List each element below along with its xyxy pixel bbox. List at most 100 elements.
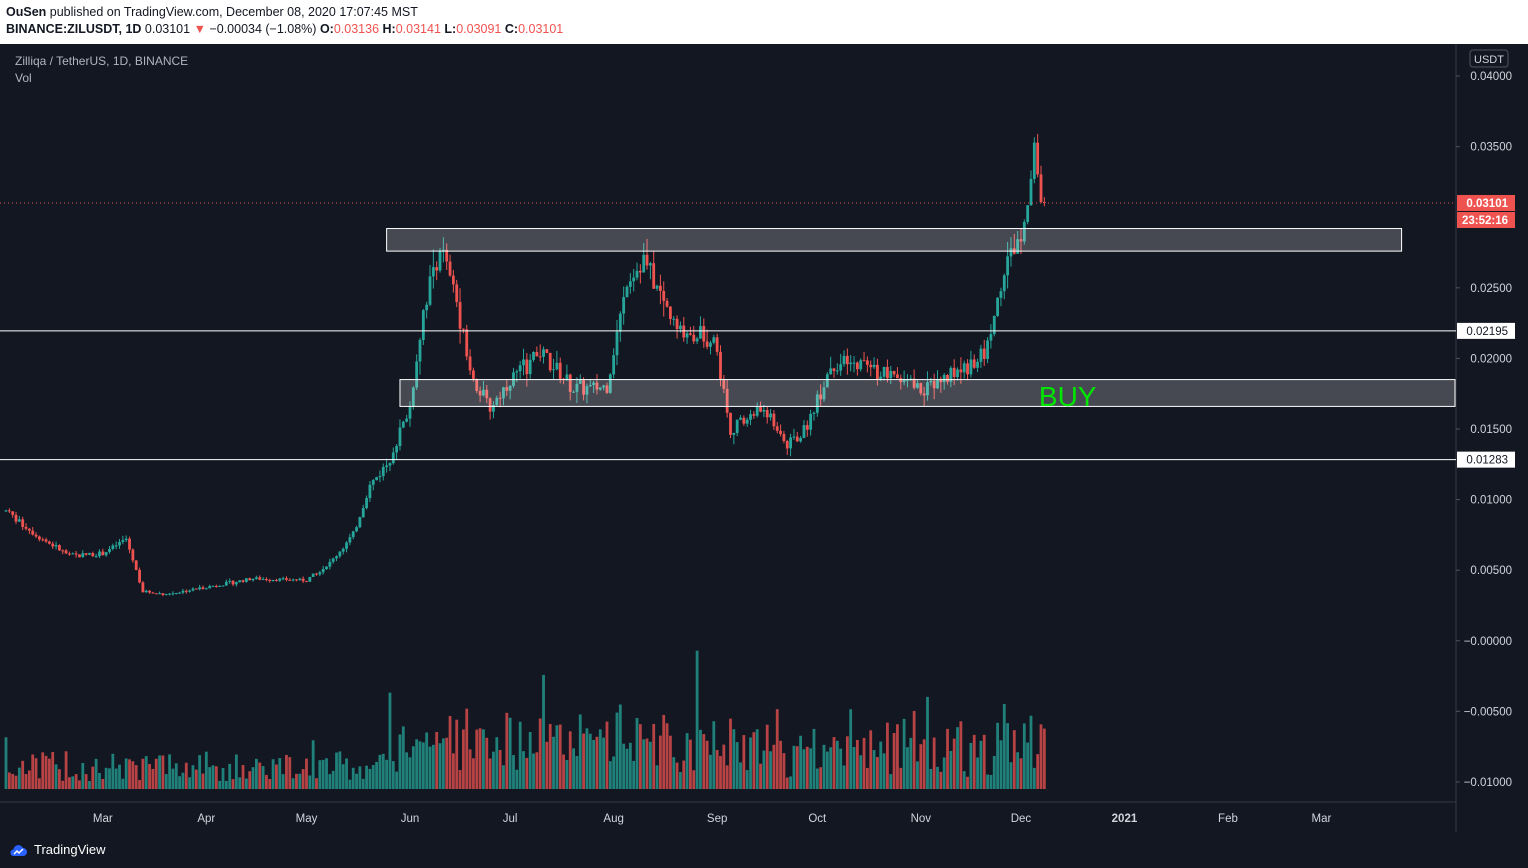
candle-body [244,578,248,582]
candle-body [922,393,926,396]
candle-body [588,384,592,387]
candle-body [41,539,45,541]
tradingview-logo[interactable]: TradingView [8,842,106,857]
volume-bar [859,755,863,789]
volume-bar [809,748,813,789]
volume-bar [909,737,913,789]
chart-pane[interactable] [0,44,1528,844]
volume-bar [952,738,956,789]
volume-bar [1016,752,1020,789]
volume-bar [715,749,719,789]
price-chart[interactable]: USDT 0.04000 0.03500 0.02500 0.02000 0.01500 0… [0,44,1528,834]
candle-body [802,425,806,438]
volume-bar [625,748,629,789]
candle-body [325,566,328,570]
candle-body [164,594,168,596]
candle-body [17,519,21,522]
candle-body [865,360,869,365]
candle-body [301,578,305,582]
volume-bar [882,753,886,789]
resistance-zone[interactable] [386,228,1403,252]
candle-body [371,479,375,485]
candle-body [538,356,542,358]
volume-label[interactable]: Vol [15,71,32,85]
candle-body [845,355,849,365]
volume-bar [485,737,489,789]
volume-bar [478,728,482,789]
candle-body [635,270,639,278]
volume-bar [642,739,646,789]
candle-body [375,477,378,480]
volume-bar [729,718,732,789]
volume-bar [74,774,78,789]
candle-body [191,588,195,591]
candle-body [986,340,989,359]
candle-body [231,580,235,585]
candle-body [421,310,425,340]
buy-annotation[interactable]: BUY [1039,381,1097,412]
candle-body [7,510,11,512]
volume-bar [438,743,442,789]
candle-body [318,572,322,575]
volume-bar [789,776,792,789]
horizontal-line-label: 0.02195 [1466,326,1508,338]
high-label: H: [382,22,396,36]
volume-bar [976,757,979,789]
candle-body [88,553,91,555]
candle-body [705,341,709,347]
volume-bar [572,748,575,789]
candle-body [475,378,479,391]
candle-body [572,391,575,393]
candle-body [582,380,585,395]
volume-bar [121,778,125,789]
candle-body [598,387,602,390]
candle-body [151,592,155,594]
volume-bar [972,734,976,789]
volume-bar [752,732,756,789]
candle-body [759,406,762,412]
volume-bar [298,773,302,789]
volume-bar [421,742,425,789]
volume-bar [769,751,772,789]
candle-body [261,579,265,581]
volume-bar [502,765,505,789]
candle-body [445,249,449,262]
countdown-badge [1457,211,1515,228]
volume-bar [7,772,11,789]
candle-body [669,306,672,319]
volume-bar [565,760,569,789]
candle-body [628,281,632,287]
candle-body [719,351,722,380]
volume-bar [345,758,348,789]
candle-body [709,342,712,347]
candle-body [645,254,649,266]
candle-body [889,371,893,379]
volume-bar [31,754,35,789]
symbol-title[interactable]: Zilliqa / TetherUS, 1D, BINANCE [15,54,189,68]
candle-body [1026,205,1030,222]
volume-bar [14,775,18,789]
low-value: 0.03091 [456,22,502,36]
candle-body [298,578,302,581]
volume-bar [608,761,612,789]
volume-bar [959,721,963,789]
volume-bar [174,763,178,789]
candle-body [775,426,779,431]
open-value: 0.03136 [333,22,380,36]
currency-badge[interactable] [1469,49,1509,68]
candle-body [685,333,689,338]
candle-body [542,349,545,357]
candle-body [742,417,746,424]
candle-body [121,540,125,542]
x-tick-label: Oct [808,813,827,825]
candle-body [835,370,839,372]
publisher-name[interactable]: OuSen [6,5,47,19]
volume-bar [41,752,45,789]
buy-zone[interactable] [399,379,1456,407]
volume-bar [328,774,332,789]
volume-bar [618,704,622,789]
volume-bar [799,735,803,789]
candle-body [919,383,923,394]
volume-bar [348,779,352,789]
volume-bar [445,737,449,789]
